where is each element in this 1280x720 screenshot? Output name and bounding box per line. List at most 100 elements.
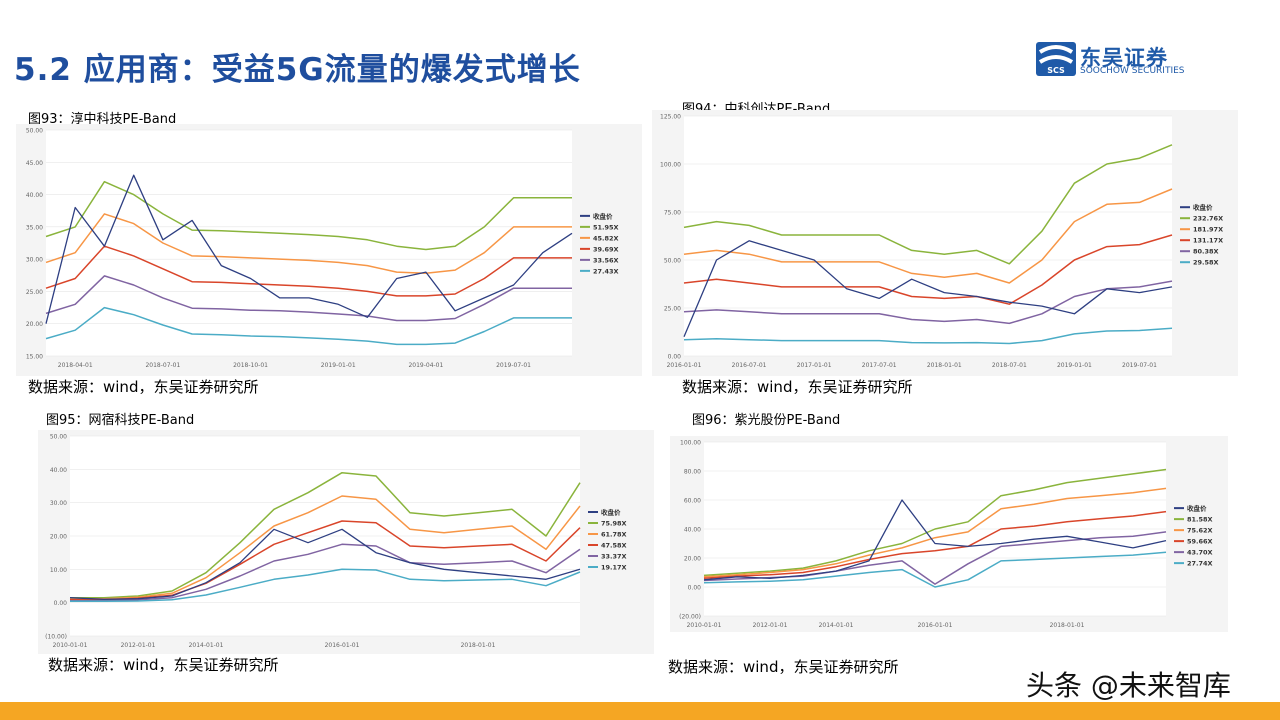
chart-caption-95: 图95：网宿科技PE-Band xyxy=(46,413,195,428)
x-tick-label: 2016-01-01 xyxy=(667,362,702,369)
x-tick-label: 2018-01-01 xyxy=(927,362,962,369)
x-tick-label: 2019-04-01 xyxy=(408,362,443,369)
series-line-75.98X xyxy=(70,471,581,599)
x-tick-label: 2019-01-01 xyxy=(321,362,356,369)
logo-chinese-name: 东吴证券 xyxy=(1080,46,1168,70)
y-tick-label: (20.00) xyxy=(679,614,701,621)
legend-label: 29.58X xyxy=(1193,259,1219,267)
legend-label: 61.78X xyxy=(601,531,627,539)
y-tick-label: 60.00 xyxy=(684,498,701,505)
x-tick-label: 2018-07-01 xyxy=(992,362,1027,369)
y-tick-label: 50.00 xyxy=(664,258,681,265)
series-line-27.43X xyxy=(45,306,572,346)
series-line-232.76X xyxy=(683,144,1173,265)
x-tick-label: 2019-07-01 xyxy=(1122,362,1157,369)
legend-label: 131.17X xyxy=(1193,237,1223,245)
chart-panel-94: 0.00 25.00 50.00 75.00 100.00 125.00 2016-01-0… xyxy=(652,110,1238,376)
legend-label: 75.62X xyxy=(1187,527,1213,535)
y-tick-label: (10.00) xyxy=(45,634,67,641)
x-tick-label: 2018-01-01 xyxy=(461,642,496,649)
chart-svg: 15.00 20.00 25.00 30.00 35.00 40.00 45.00 50.00… xyxy=(26,128,619,370)
chart-caption-93: 图93：淳中科技PE-Band xyxy=(28,112,177,127)
chart-source-93: 数据来源：wind，东吴证券研究所 xyxy=(28,378,259,396)
chart-panel-93: 15.00 20.00 25.00 30.00 35.00 40.00 45.00 50.00… xyxy=(16,124,642,376)
legend-label: 51.95X xyxy=(593,223,619,231)
x-tick-label: 2014-01-01 xyxy=(189,642,224,649)
y-tick-label: 80.00 xyxy=(684,469,701,476)
legend-label: 收盘价 xyxy=(593,211,613,220)
y-tick-label: 25.00 xyxy=(664,306,681,313)
chart-panel-95: (10.00) 0.00 10.00 20.00 30.00 40.00 50.00 2010… xyxy=(38,430,654,654)
y-tick-label: 0.00 xyxy=(668,354,682,361)
chart-panel-96: (20.00) 0.00 20.00 40.00 60.00 80.00 100.00 201… xyxy=(670,436,1228,632)
series-line-收盘价 xyxy=(683,240,1173,338)
page-title: 5.2 应用商：受益5G流量的爆发式增长 xyxy=(14,52,581,88)
chart-svg: (10.00) 0.00 10.00 20.00 30.00 40.00 50.00 2010… xyxy=(45,434,627,650)
y-tick-label: 20.00 xyxy=(26,321,43,328)
y-tick-label: 100.00 xyxy=(660,162,681,169)
series-line-39.69X xyxy=(45,245,572,297)
legend-label: 45.82X xyxy=(593,234,619,242)
legend-label: 收盘价 xyxy=(601,508,621,517)
x-tick-label: 2019-07-01 xyxy=(496,362,531,369)
series-line-29.58X xyxy=(683,327,1173,345)
plot-area xyxy=(684,116,1172,356)
legend-label: 47.58X xyxy=(601,542,627,550)
series-line-收盘价 xyxy=(703,499,1167,581)
x-tick-label: 2012-01-01 xyxy=(753,622,788,629)
y-tick-label: 100.00 xyxy=(680,440,701,447)
y-tick-label: 40.00 xyxy=(684,527,701,534)
legend-label: 27.43X xyxy=(593,267,619,275)
x-tick-label: 2019-01-01 xyxy=(1057,362,1092,369)
y-tick-label: 0.00 xyxy=(688,585,702,592)
series-line-33.37X xyxy=(70,543,581,602)
y-tick-label: 20.00 xyxy=(50,534,67,541)
y-tick-label: 50.00 xyxy=(50,434,67,441)
legend-label: 27.74X xyxy=(1187,560,1213,568)
legend-label: 收盘价 xyxy=(1193,203,1213,212)
x-tick-label: 2018-07-01 xyxy=(145,362,180,369)
x-tick-label: 2016-01-01 xyxy=(918,622,953,629)
x-tick-label: 2016-01-01 xyxy=(325,642,360,649)
y-tick-label: 25.00 xyxy=(26,289,43,296)
legend-label: 81.58X xyxy=(1187,516,1213,524)
series-line-51.95X xyxy=(45,180,572,251)
x-tick-label: 2018-10-01 xyxy=(233,362,268,369)
x-tick-label: 2010-01-01 xyxy=(687,622,722,629)
legend-label: 232.76X xyxy=(1193,215,1223,223)
chart-source-95: 数据来源：wind，东吴证券研究所 xyxy=(48,656,279,674)
watermark: 头条 @未来智库 xyxy=(1026,669,1231,702)
series-line-收盘价 xyxy=(45,174,573,324)
x-tick-label: 2012-01-01 xyxy=(121,642,156,649)
y-tick-label: 40.00 xyxy=(26,192,43,199)
series-line-80.38X xyxy=(683,280,1173,325)
legend-label: 19.17X xyxy=(601,564,627,572)
legend-label: 33.37X xyxy=(601,553,627,561)
y-tick-label: 35.00 xyxy=(26,224,43,231)
legend-label: 80.38X xyxy=(1193,248,1219,256)
legend-label: 39.69X xyxy=(593,245,619,253)
series-line-59.66X xyxy=(703,510,1167,580)
legend-label: 43.70X xyxy=(1187,549,1213,557)
logo-mark-icon: SCS xyxy=(1036,42,1076,76)
x-tick-label: 2010-01-01 xyxy=(53,642,88,649)
legend-label: 181.97X xyxy=(1193,226,1223,234)
x-tick-label: 2014-01-01 xyxy=(819,622,854,629)
y-tick-label: 45.00 xyxy=(26,160,43,167)
y-tick-label: 30.00 xyxy=(50,500,67,507)
legend-label: 59.66X xyxy=(1187,538,1213,546)
series-line-33.56X xyxy=(45,275,572,322)
legend-label: 收盘价 xyxy=(1187,504,1207,513)
x-tick-label: 2017-07-01 xyxy=(862,362,897,369)
x-tick-label: 2017-01-01 xyxy=(797,362,832,369)
y-tick-label: 125.00 xyxy=(660,114,681,121)
chart-svg: 0.00 25.00 50.00 75.00 100.00 125.00 2016-01-0… xyxy=(660,114,1223,370)
y-tick-label: 40.00 xyxy=(50,467,67,474)
logo-english-name: SOOCHOW SECURITIES xyxy=(1080,66,1185,76)
x-tick-label: 2018-04-01 xyxy=(58,362,93,369)
company-logo: SCS 东吴证券 SOOCHOW SECURITIES xyxy=(1036,42,1216,78)
y-tick-label: 30.00 xyxy=(26,257,43,264)
series-line-81.58X xyxy=(703,468,1167,577)
legend-label: 75.98X xyxy=(601,520,627,528)
series-line-收盘价 xyxy=(69,528,581,600)
